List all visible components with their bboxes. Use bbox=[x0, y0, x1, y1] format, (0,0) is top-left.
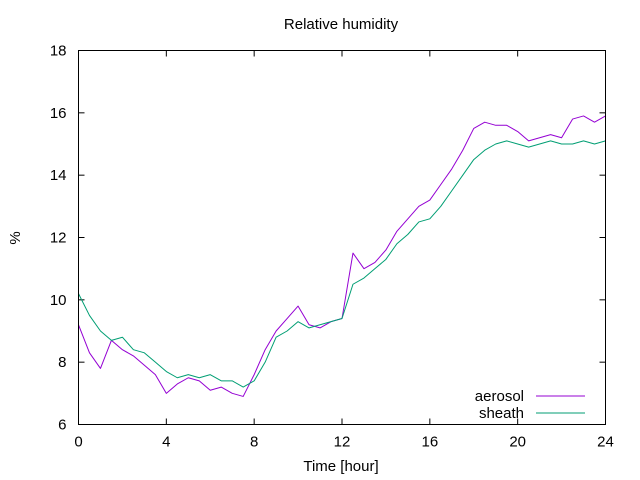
legend: aerosol sheath bbox=[475, 388, 585, 422]
x-tick-label: 12 bbox=[334, 434, 351, 451]
x-tick-label: 8 bbox=[250, 434, 258, 451]
x-axis-label: Time [hour] bbox=[303, 458, 378, 475]
axis-ticks bbox=[78, 50, 606, 425]
x-tick-label: 0 bbox=[74, 434, 82, 451]
y-tick-label: 14 bbox=[50, 167, 67, 184]
x-tick-label: 4 bbox=[162, 434, 170, 451]
y-tick-label: 10 bbox=[50, 292, 67, 309]
tick-labels: 0 4 8 12 16 20 24 6 8 10 12 14 16 18 bbox=[50, 43, 614, 451]
series-layer bbox=[78, 115, 606, 397]
plot-frame bbox=[78, 50, 606, 425]
y-tick-label: 12 bbox=[50, 230, 67, 247]
x-tick-label: 20 bbox=[509, 434, 526, 451]
series-line-aerosol bbox=[78, 115, 606, 397]
y-tick-label: 16 bbox=[50, 105, 67, 122]
y-tick-label: 6 bbox=[58, 417, 66, 434]
y-tick-label: 18 bbox=[50, 43, 67, 60]
x-tick-label: 24 bbox=[597, 434, 614, 451]
x-tick-label: 16 bbox=[421, 434, 438, 451]
chart-title: Relative humidity bbox=[284, 16, 399, 33]
y-tick-label: 8 bbox=[58, 354, 66, 371]
y-axis-label: % bbox=[7, 231, 24, 244]
series-line-sheath bbox=[78, 140, 606, 388]
legend-label-aerosol: aerosol bbox=[475, 388, 524, 405]
legend-label-sheath: sheath bbox=[479, 405, 524, 422]
